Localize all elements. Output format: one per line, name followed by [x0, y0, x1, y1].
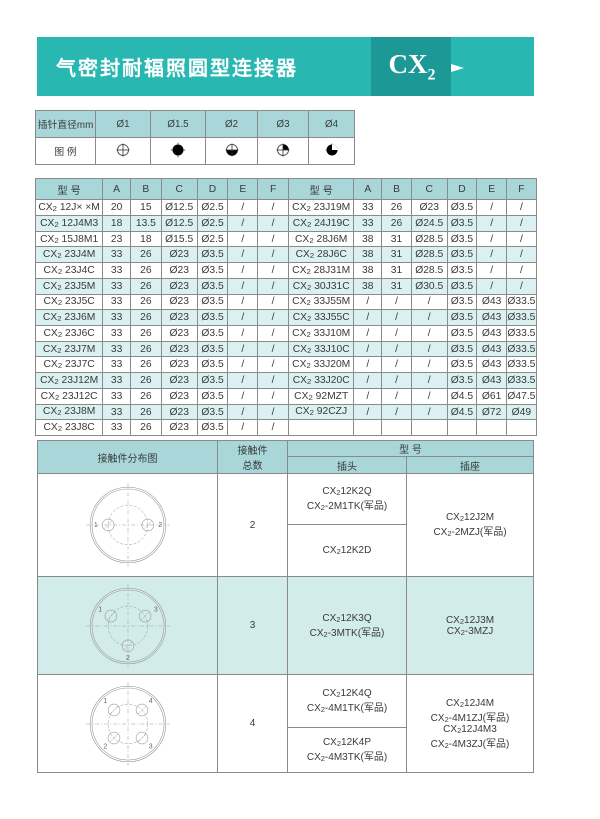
svg-text:2: 2 [103, 743, 107, 750]
svg-text:3: 3 [148, 743, 152, 750]
svg-text:1: 1 [93, 522, 97, 529]
svg-text:1: 1 [98, 606, 102, 613]
svg-text:3: 3 [153, 606, 157, 613]
svg-text:4: 4 [148, 698, 152, 705]
svg-text:2: 2 [126, 655, 130, 662]
svg-text:1: 1 [103, 698, 107, 705]
svg-text:2: 2 [158, 522, 162, 529]
